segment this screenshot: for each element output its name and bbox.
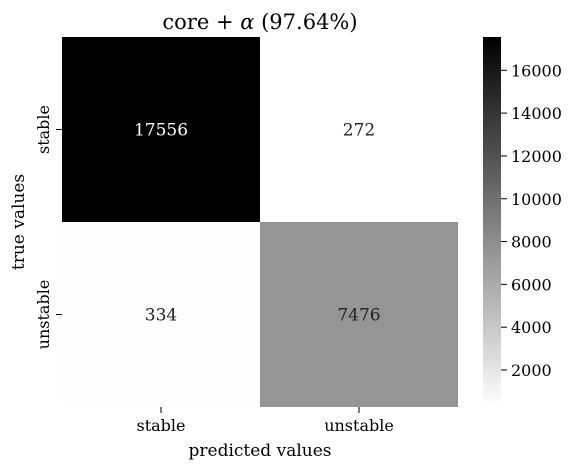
colorbar-ticks: 2000 4000 6000 8000 10000 12000 14000 16000 bbox=[501, 61, 562, 380]
colorbar-tick-label: 14000 bbox=[511, 104, 562, 123]
heatmap-cell-stable-unstable bbox=[260, 37, 458, 222]
x-tick-label: unstable bbox=[324, 416, 394, 435]
colorbar-tick-label: 2000 bbox=[511, 361, 552, 380]
colorbar-gradient bbox=[483, 37, 501, 407]
cell-value-label: 334 bbox=[145, 306, 177, 326]
colorbar-tick-label: 4000 bbox=[511, 318, 552, 337]
y-axis-label: true values bbox=[9, 174, 29, 270]
colorbar-tick-label: 12000 bbox=[511, 147, 562, 166]
y-tick-label: unstable bbox=[34, 280, 53, 350]
heatmap-cell-unstable-unstable bbox=[260, 222, 458, 407]
heatmap-cell-stable-stable bbox=[62, 37, 260, 222]
cell-value-label: 17556 bbox=[134, 121, 188, 141]
heatmap-cell-unstable-stable bbox=[62, 222, 260, 407]
colorbar-tick-label: 6000 bbox=[511, 275, 552, 294]
chart-title-prefix: core + bbox=[162, 10, 240, 34]
cell-value-label: 272 bbox=[343, 121, 375, 141]
colorbar-tick-label: 8000 bbox=[511, 233, 552, 252]
x-tick-label: stable bbox=[136, 416, 185, 435]
x-axis-ticks: stable unstable bbox=[136, 407, 394, 435]
colorbar-tick-label: 10000 bbox=[511, 190, 562, 209]
heatmap-cells: 17556 272 334 7476 bbox=[62, 37, 458, 407]
colorbar bbox=[483, 37, 501, 407]
chart-title: core + α (97.64%) bbox=[162, 10, 357, 34]
x-axis-label: predicted values bbox=[189, 441, 332, 461]
chart-title-suffix: (97.64%) bbox=[254, 10, 357, 34]
y-tick-label: stable bbox=[34, 105, 53, 154]
cell-value-label: 7476 bbox=[337, 306, 380, 326]
chart-title-alpha-symbol: α bbox=[240, 10, 254, 34]
colorbar-tick-label: 16000 bbox=[511, 61, 562, 80]
y-axis-ticks: stable unstable bbox=[34, 105, 62, 349]
